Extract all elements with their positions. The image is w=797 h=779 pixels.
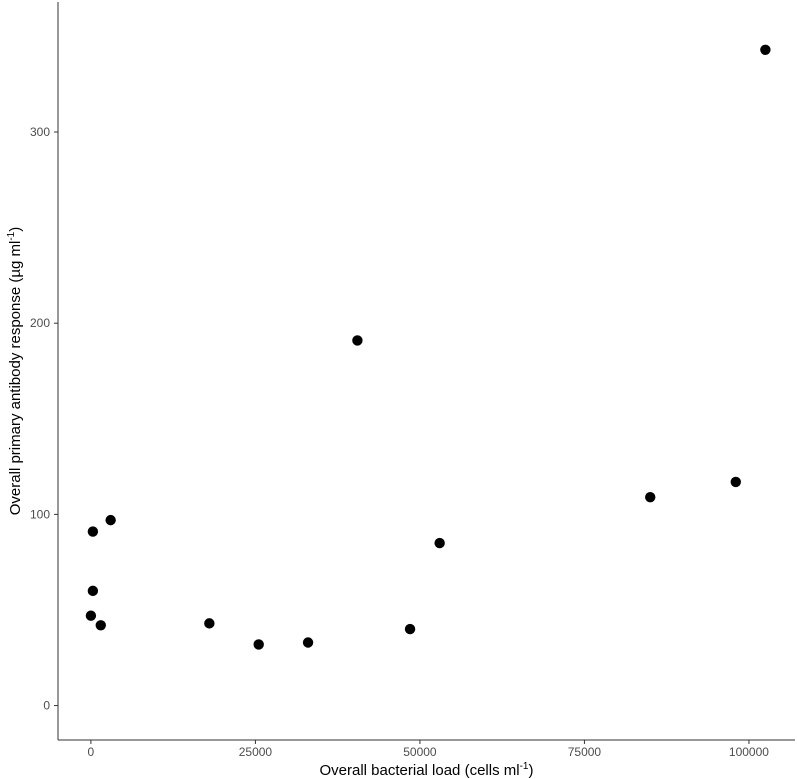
y-tick-label: 100 xyxy=(30,507,50,521)
y-tick-label: 300 xyxy=(30,125,50,139)
y-axis-title: Overall primary antibody response (µg ml… xyxy=(6,227,24,515)
data-point xyxy=(434,537,445,549)
x-axis-ticks: 0 25000 50000 75000 100000 xyxy=(88,740,769,759)
y-tick-label: 0 xyxy=(43,699,50,713)
y-axis-ticks: 0 100 200 300 xyxy=(30,125,58,713)
data-point xyxy=(760,44,771,55)
data-point xyxy=(302,637,314,648)
x-tick-label: 50000 xyxy=(403,745,437,759)
data-point xyxy=(105,514,116,526)
data-point xyxy=(352,335,363,346)
data-point xyxy=(645,491,656,503)
data-point xyxy=(87,526,99,537)
x-tick-label: 0 xyxy=(88,745,95,759)
x-tick-label: 25000 xyxy=(239,745,273,759)
data-point xyxy=(204,618,215,629)
y-tick-label: 200 xyxy=(30,316,50,330)
data-point xyxy=(404,623,416,635)
data-point xyxy=(87,585,99,597)
x-axis-title: Overall bacterial load (cells ml-1) xyxy=(320,761,534,779)
data-point xyxy=(730,476,741,488)
data-point xyxy=(253,639,264,650)
x-tick-label: 100000 xyxy=(729,745,769,759)
x-tick-label: 75000 xyxy=(568,745,602,759)
data-points xyxy=(85,44,771,650)
data-point xyxy=(95,620,106,631)
data-point xyxy=(85,610,97,621)
plot-panel: 0 100 200 300 0 25000 50000 75000 100000 xyxy=(30,2,795,759)
